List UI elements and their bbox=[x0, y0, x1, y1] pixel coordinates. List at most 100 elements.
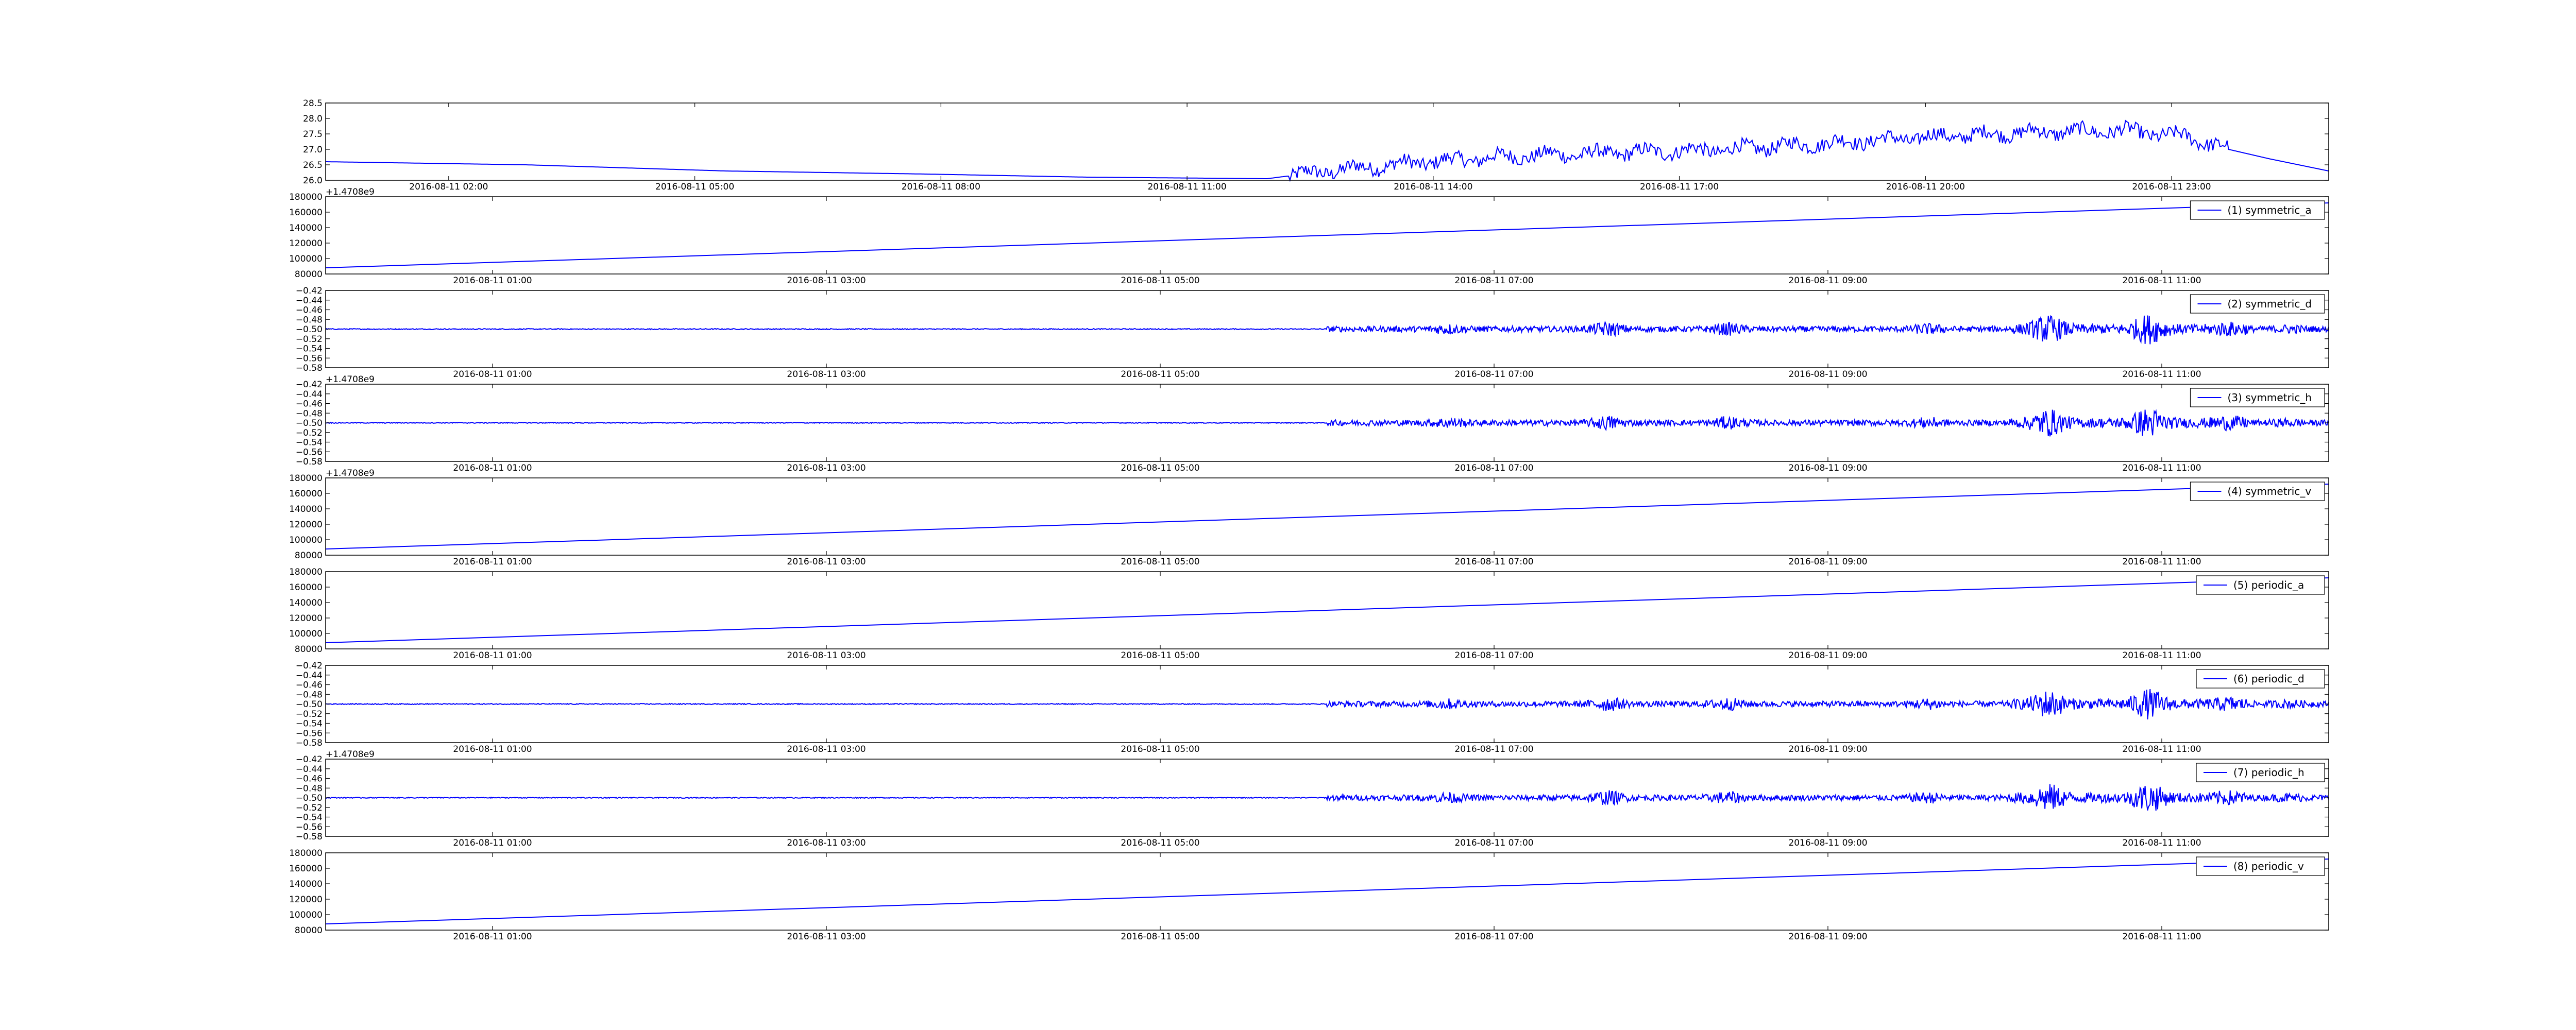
panel-8: −0.58−0.56−0.54−0.52−0.50−0.48−0.46−0.44… bbox=[296, 749, 2329, 848]
y-tick-label: −0.52 bbox=[296, 334, 323, 345]
x-tick-label: 2016-08-11 09:00 bbox=[1788, 838, 1867, 848]
y-tick-label: −0.54 bbox=[296, 344, 323, 354]
x-tick-label: 2016-08-11 11:00 bbox=[1147, 182, 1226, 192]
y-tick-label: 28.5 bbox=[303, 98, 323, 109]
panel-3: −0.58−0.56−0.54−0.52−0.50−0.48−0.46−0.44… bbox=[296, 286, 2329, 380]
x-tick-label: 2016-08-11 07:00 bbox=[1454, 463, 1533, 473]
y-tick-label: 80000 bbox=[295, 269, 323, 280]
x-tick-label: 2016-08-11 01:00 bbox=[453, 650, 532, 661]
y-tick-label: 120000 bbox=[289, 613, 323, 624]
x-tick-label: 2016-08-11 11:00 bbox=[2122, 650, 2201, 661]
y-tick-label: 120000 bbox=[289, 520, 323, 530]
x-tick-label: 2016-08-11 11:00 bbox=[2122, 838, 2201, 848]
offset-label: +1.4708e9 bbox=[326, 187, 375, 197]
panel-1: 26.0 26.5 27.0 27.5 28.0 28.5 2016-08-11 02:00… bbox=[303, 98, 2329, 192]
series-line bbox=[325, 484, 2329, 550]
y-tick-label: −0.44 bbox=[296, 389, 323, 400]
x-tick-label: 2016-08-11 23:00 bbox=[2132, 182, 2211, 192]
series-line bbox=[325, 409, 2329, 437]
y-tick-label: 26.5 bbox=[303, 160, 323, 170]
y-tick-label: −0.52 bbox=[296, 709, 323, 719]
x-tick-label: 2016-08-11 08:00 bbox=[902, 182, 980, 192]
y-tick-label: −0.48 bbox=[296, 690, 323, 700]
series-line bbox=[325, 202, 2329, 268]
x-tick-label: 2016-08-11 03:00 bbox=[787, 932, 866, 942]
y-tick-label: −0.48 bbox=[296, 315, 323, 325]
x-tick-label: 2016-08-11 01:00 bbox=[453, 463, 532, 473]
x-tick-label: 2016-08-11 17:00 bbox=[1640, 182, 1719, 192]
y-tick-label: −0.54 bbox=[296, 813, 323, 823]
x-tick-label: 2016-08-11 09:00 bbox=[1788, 744, 1867, 754]
legend: (4) symmetric_v bbox=[2190, 482, 2325, 501]
y-tick-label: 27.5 bbox=[303, 129, 323, 140]
legend-label: (1) symmetric_a bbox=[2228, 204, 2312, 216]
x-tick-label: 2016-08-11 09:00 bbox=[1788, 463, 1867, 473]
legend: (2) symmetric_d bbox=[2190, 294, 2325, 314]
x-tick-label: 2016-08-11 05:00 bbox=[1121, 557, 1199, 567]
x-tick-label: 2016-08-11 07:00 bbox=[1454, 276, 1533, 286]
y-tick-label: −0.42 bbox=[296, 380, 323, 390]
y-tick-label: 160000 bbox=[289, 582, 323, 593]
x-tick-label: 2016-08-11 07:00 bbox=[1454, 744, 1533, 754]
series-line bbox=[325, 689, 2329, 719]
x-tick-label: 2016-08-11 07:00 bbox=[1454, 932, 1533, 942]
x-tick-label: 2016-08-11 14:00 bbox=[1394, 182, 1472, 192]
x-tick-label: 2016-08-11 11:00 bbox=[2122, 557, 2201, 567]
x-tick-label: 2016-08-11 03:00 bbox=[787, 369, 866, 380]
y-tick-label: 100000 bbox=[289, 910, 323, 920]
axes-frame bbox=[325, 852, 2329, 931]
x-tick-label: 2016-08-11 05:00 bbox=[1121, 650, 1199, 661]
y-tick-label: 26.0 bbox=[303, 176, 323, 186]
legend: (6) periodic_d bbox=[2196, 669, 2325, 689]
x-tick-label: 2016-08-11 01:00 bbox=[453, 557, 532, 567]
y-tick-label: −0.42 bbox=[296, 661, 323, 671]
y-tick-label: 100000 bbox=[289, 629, 323, 639]
y-tick-label: −0.52 bbox=[296, 803, 323, 813]
offset-label: +1.4708e9 bbox=[326, 374, 375, 385]
y-tick-label: 140000 bbox=[289, 598, 323, 608]
y-tick-label: −0.50 bbox=[296, 793, 323, 803]
y-tick-label: 160000 bbox=[289, 489, 323, 499]
y-tick-label: −0.42 bbox=[296, 754, 323, 765]
x-tick-label: 2016-08-11 09:00 bbox=[1788, 276, 1867, 286]
x-tick-label: 2016-08-11 11:00 bbox=[2122, 276, 2201, 286]
y-tick-label: 180000 bbox=[289, 192, 323, 202]
x-tick-label: 2016-08-11 03:00 bbox=[787, 463, 866, 473]
x-tick-label: 2016-08-11 01:00 bbox=[453, 276, 532, 286]
y-tick-label: 120000 bbox=[289, 238, 323, 249]
axes-frame bbox=[325, 196, 2329, 274]
legend-label: (2) symmetric_d bbox=[2228, 298, 2312, 310]
x-tick-label: 2016-08-11 01:00 bbox=[453, 369, 532, 380]
series-line bbox=[325, 315, 2329, 345]
y-tick-label: −0.50 bbox=[296, 418, 323, 428]
y-tick-label: 28.0 bbox=[303, 114, 323, 124]
y-tick-label: 80000 bbox=[295, 925, 323, 936]
y-tick-label: −0.46 bbox=[296, 399, 323, 409]
y-tick-label: 120000 bbox=[289, 895, 323, 905]
x-tick-label: 2016-08-11 05:00 bbox=[1121, 932, 1199, 942]
series-line bbox=[325, 577, 2329, 643]
legend: (7) periodic_h bbox=[2196, 763, 2325, 782]
y-tick-label: −0.48 bbox=[296, 783, 323, 794]
axes-frame bbox=[325, 477, 2329, 556]
x-tick-label: 2016-08-11 03:00 bbox=[787, 838, 866, 848]
x-tick-label: 2016-08-11 03:00 bbox=[787, 744, 866, 754]
legend: (5) periodic_a bbox=[2196, 575, 2325, 595]
y-tick-label: 180000 bbox=[289, 848, 323, 859]
y-tick-label: 180000 bbox=[289, 567, 323, 577]
x-tick-label: 2016-08-11 05:00 bbox=[1121, 276, 1199, 286]
x-tick-label: 2016-08-11 09:00 bbox=[1788, 932, 1867, 942]
legend-label: (4) symmetric_v bbox=[2228, 485, 2312, 497]
x-tick-label: 2016-08-11 05:00 bbox=[1121, 369, 1199, 380]
y-tick-label: 80000 bbox=[295, 551, 323, 561]
y-tick-label: −0.46 bbox=[296, 680, 323, 691]
y-tick-label: −0.54 bbox=[296, 438, 323, 448]
x-tick-label: 2016-08-11 07:00 bbox=[1454, 557, 1533, 567]
y-tick-label: −0.42 bbox=[296, 286, 323, 296]
x-tick-label: 2016-08-11 07:00 bbox=[1454, 369, 1533, 380]
y-tick-label: −0.56 bbox=[296, 353, 323, 364]
y-tick-label: −0.50 bbox=[296, 324, 323, 335]
x-tick-label: 2016-08-11 01:00 bbox=[453, 838, 532, 848]
series-line bbox=[326, 119, 2329, 182]
x-tick-label: 2016-08-11 05:00 bbox=[1121, 463, 1199, 473]
